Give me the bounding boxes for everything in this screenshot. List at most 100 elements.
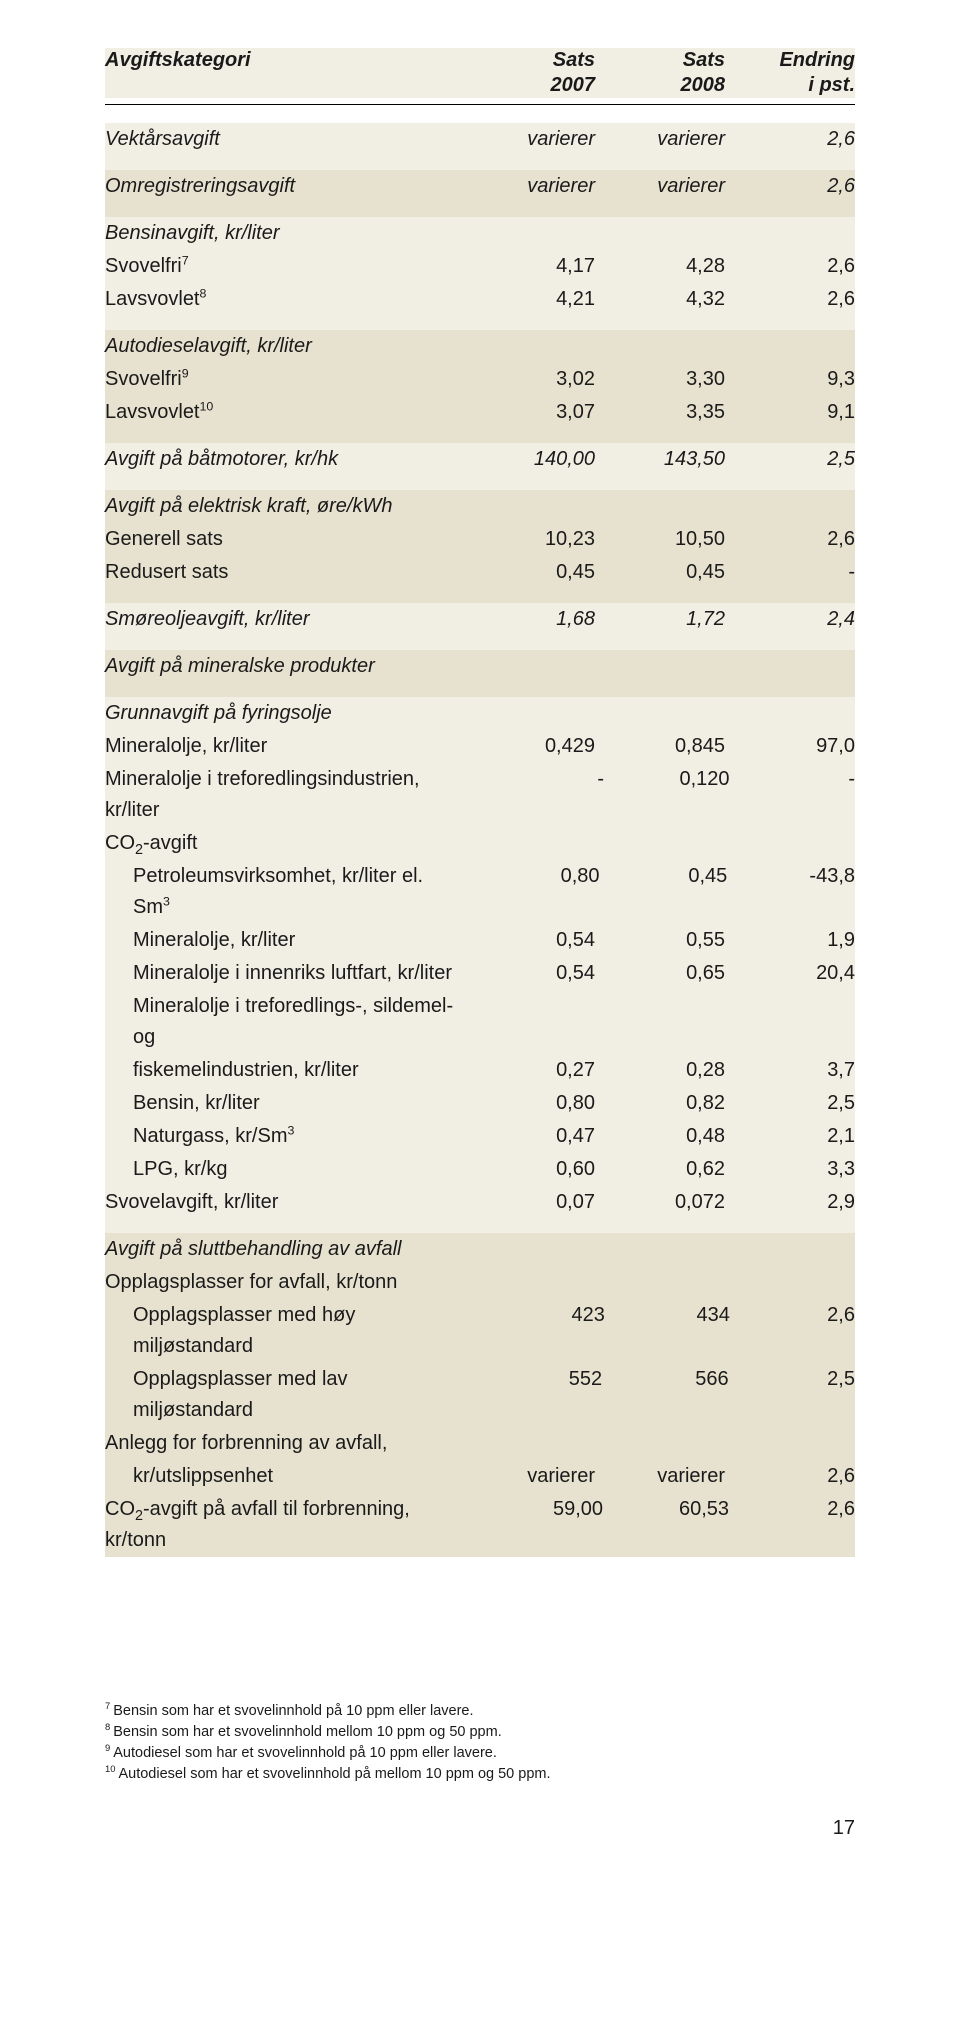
spacer <box>105 1219 855 1233</box>
cell-2007: 4,17 <box>465 251 595 282</box>
cell-2008 <box>605 991 730 1053</box>
row-label: Opplagsplasser med lav miljøstandard <box>105 1364 476 1426</box>
section-heading: Avgift på elektrisk kraft, øre/kWh <box>105 490 855 523</box>
table-subrow: Mineralolje i treforedlings-, sildemel- … <box>105 990 855 1054</box>
table-row: Vektårsavgiftvarierervarierer2,6 <box>105 123 855 156</box>
cell-2008: 0,072 <box>595 1187 725 1218</box>
cell-2007: varierer <box>465 124 595 155</box>
cell-change: 2,5 <box>729 1364 855 1426</box>
cell-2007 <box>480 991 605 1053</box>
row-label: Mineralolje i innenriks luftfart, kr/lit… <box>105 958 465 989</box>
table-subrow: Bensin, kr/liter0,800,822,5 <box>105 1087 855 1120</box>
cell-2007: 423 <box>480 1300 605 1362</box>
cell-2007: 4,21 <box>465 284 595 315</box>
footnotes: 7Bensin som har et svovelinnhold på 10 p… <box>105 1701 855 1785</box>
table-subrow: fiskemelindustrien, kr/liter0,270,283,7 <box>105 1054 855 1087</box>
row-label: Opplagsplasser for avfall, kr/tonn <box>105 1267 465 1298</box>
spacer <box>105 1557 855 1697</box>
cell-2008: 0,48 <box>595 1121 725 1152</box>
row-label: LPG, kr/kg <box>105 1154 465 1185</box>
cell-change <box>730 991 855 1053</box>
row-label: Mineralolje i treforedlingsindustrien, k… <box>105 764 479 826</box>
header-label: Avgiftskategori <box>105 48 465 98</box>
cell-2008: 10,50 <box>595 524 725 555</box>
document-page: Avgiftskategori Sats 2007 Sats 2008 Endr… <box>0 0 960 1896</box>
cell-2008: 0,55 <box>595 925 725 956</box>
cell-2008: 0,845 <box>595 731 725 762</box>
row-label: Omregistreringsavgift <box>105 171 465 202</box>
row-label: Svovelfri7 <box>105 251 465 282</box>
table-row: Anlegg for forbrenning av avfall, <box>105 1427 855 1460</box>
row-label: Avgift på mineralske produkter <box>105 651 465 682</box>
table-subrow: Mineralolje, kr/liter0,540,551,9 <box>105 924 855 957</box>
footnote: 7Bensin som har et svovelinnhold på 10 p… <box>105 1701 855 1722</box>
cell-2007: 0,80 <box>472 861 600 923</box>
spacer <box>105 316 855 330</box>
table-subrow: Opplagsplasser med høy miljøstandard4234… <box>105 1299 855 1363</box>
row-label: Mineralolje i treforedlings-, sildemel- … <box>105 991 480 1053</box>
cell-change: 2,1 <box>725 1121 855 1152</box>
header-col-b: Sats 2008 <box>595 48 725 98</box>
cell-2008: 434 <box>605 1300 730 1362</box>
spacer <box>105 476 855 490</box>
section-heading: Grunnavgift på fyringsolje <box>105 697 855 730</box>
table-row: Svovelavgift, kr/liter0,070,0722,9 <box>105 1186 855 1219</box>
row-label: fiskemelindustrien, kr/liter <box>105 1055 465 1086</box>
cell-2007: 0,60 <box>465 1154 595 1185</box>
row-label: Mineralolje, kr/liter <box>105 731 465 762</box>
spacer <box>105 156 855 170</box>
table-row: Svovelfri93,023,309,3 <box>105 363 855 396</box>
row-label: Svovelavgift, kr/liter <box>105 1187 465 1218</box>
row-label: Bensin, kr/liter <box>105 1088 465 1119</box>
footnote: 10Autodiesel som har et svovelinnhold på… <box>105 1764 855 1785</box>
row-label: Svovelfri9 <box>105 364 465 395</box>
cell-2008: varierer <box>595 124 725 155</box>
row-label: CO2-avgift på avfall til forbrenning, kr… <box>105 1494 477 1556</box>
table-row: Generell sats10,2310,502,6 <box>105 523 855 556</box>
cell-change: 2,6 <box>725 1461 855 1492</box>
cell-2008: 1,72 <box>595 604 725 635</box>
cell-change: 1,9 <box>725 925 855 956</box>
table-header: Avgiftskategori Sats 2007 Sats 2008 Endr… <box>105 48 855 98</box>
table-subrow: kr/utslippsenhetvarierervarierer2,6 <box>105 1460 855 1493</box>
cell-2008: 60,53 <box>603 1494 729 1556</box>
header-divider <box>105 104 855 105</box>
row-label: Vektårsavgift <box>105 124 465 155</box>
cell-2008: 4,32 <box>595 284 725 315</box>
cell-change: 3,7 <box>725 1055 855 1086</box>
section-heading: Autodieselavgift, kr/liter <box>105 330 855 363</box>
cell-2007: 552 <box>476 1364 602 1426</box>
table-subrow: Opplagsplasser med lav miljøstandard5525… <box>105 1363 855 1427</box>
row-label: Generell sats <box>105 524 465 555</box>
row-label: Smøreoljeavgift, kr/liter <box>105 604 465 635</box>
cell-2007: 0,45 <box>465 557 595 588</box>
table-row: CO2-avgift <box>105 827 855 860</box>
table-subrow: Mineralolje i innenriks luftfart, kr/lit… <box>105 957 855 990</box>
cell-change: 2,4 <box>725 604 855 635</box>
row-label: Anlegg for forbrenning av avfall, <box>105 1428 465 1459</box>
cell-2007 <box>465 828 595 859</box>
table-row: Svovelfri74,174,282,6 <box>105 250 855 283</box>
cell-change <box>725 1428 855 1459</box>
row-label: Naturgass, kr/Sm3 <box>105 1121 465 1152</box>
row-label: Lavsvovlet8 <box>105 284 465 315</box>
cell-change: 97,0 <box>725 731 855 762</box>
table-row: CO2-avgift på avfall til forbrenning, kr… <box>105 1493 855 1557</box>
cell-2007: 140,00 <box>465 444 595 475</box>
cell-2008: 0,65 <box>595 958 725 989</box>
cell-2007: 0,07 <box>465 1187 595 1218</box>
cell-2007: - <box>479 764 604 826</box>
table-row: Avgift på mineralske produkter <box>105 650 855 683</box>
cell-2008: 0,62 <box>595 1154 725 1185</box>
table-subrow: Petroleumsvirksomhet, kr/liter el. Sm30,… <box>105 860 855 924</box>
cell-2007: 1,68 <box>465 604 595 635</box>
cell-2007: 0,27 <box>465 1055 595 1086</box>
cell-change: 3,3 <box>725 1154 855 1185</box>
table-row: Lavsvovlet103,073,359,1 <box>105 396 855 429</box>
spacer <box>105 203 855 217</box>
cell-change <box>725 1267 855 1298</box>
cell-change: 2,9 <box>725 1187 855 1218</box>
cell-2008 <box>595 1428 725 1459</box>
cell-2007: 0,47 <box>465 1121 595 1152</box>
cell-2007: 3,02 <box>465 364 595 395</box>
